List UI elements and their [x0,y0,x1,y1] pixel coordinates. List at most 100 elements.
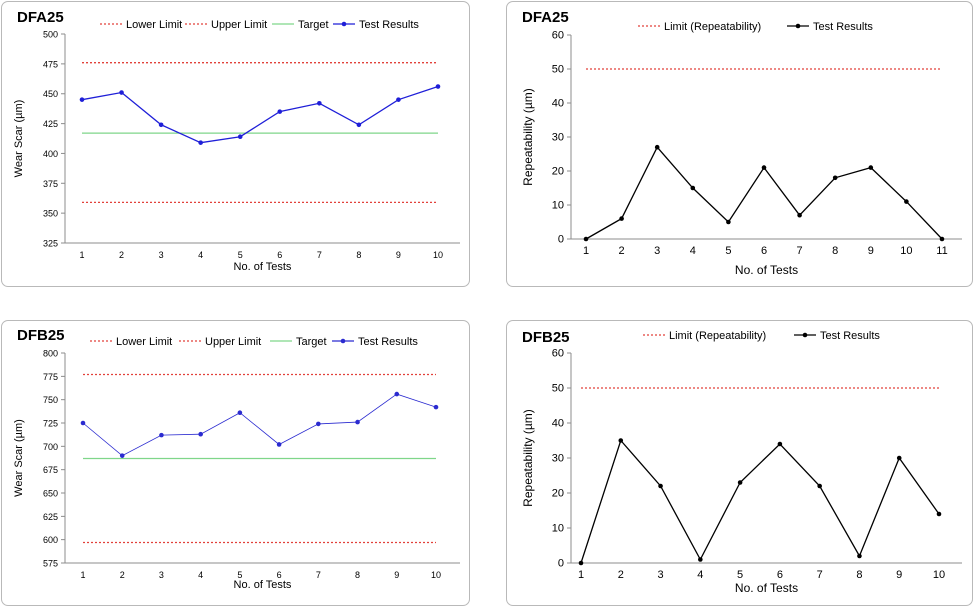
data-point [583,236,589,242]
x-tick-label: 4 [198,250,203,260]
x-tick-label: 10 [431,570,441,580]
data-point [80,420,86,426]
chart-svg: DFB25 575 600 625 650 675 700 725 750 775 800 1 2 3 4 5… [13,327,460,591]
x-tick-label: 2 [618,569,624,581]
data-point [159,432,164,438]
data-point [737,480,743,485]
data-point [79,97,85,102]
data-point [939,236,945,242]
chart-title: DFB25 [522,329,570,346]
data-point [316,421,321,427]
y-tick-label: 30 [552,132,564,144]
legend-label: Limit (Repeatability) [669,330,766,342]
x-tick-label: 6 [277,570,282,580]
y-tick-label: 625 [43,512,58,522]
x-tick-label: 1 [578,569,584,581]
y-tick-label: 775 [43,372,58,382]
y-tick-label: 40 [552,98,564,110]
y-tick-label: 750 [43,395,58,405]
x-tick-label: 3 [654,245,660,257]
y-tick-label: 450 [43,89,58,99]
data-point [761,165,767,170]
data-point [726,219,731,225]
series-line [580,439,940,564]
x-tick-label: 6 [761,245,767,257]
x-tick-label: 7 [817,569,823,581]
data-point [119,90,124,95]
x-axis-label: No. of Tests [735,263,798,277]
chart-svg: DFA25 0 10 20 30 40 50 60 1 2 3 4 5 6 7 8 9 10 11 No. of Te… [521,9,962,277]
x-tick-label: 3 [159,250,164,260]
y-tick-label: 50 [552,64,564,76]
y-tick-label: 0 [558,234,564,246]
y-tick-label: 325 [43,239,58,249]
x-tick-label: 5 [237,570,242,580]
y-tick-label: 10 [552,523,564,535]
y-tick-label: 60 [552,30,564,42]
data-point [832,175,838,181]
legend-label: Test Results [359,19,419,31]
legend-entry: Limit (Repeatability) [643,330,766,342]
x-tick-label: 4 [690,245,696,257]
data-point [857,553,862,559]
data-point [578,560,584,566]
data-point [797,212,802,218]
legend-label: Lower Limit [126,19,182,31]
y-tick-label: 20 [552,488,564,500]
y-tick-label: 400 [43,149,58,159]
x-tick-label: 2 [619,245,625,257]
legend-entry: Lower Limit [100,19,182,31]
data-point [777,441,783,447]
legend-label: Limit (Repeatability) [664,21,761,33]
data-point [355,419,360,425]
data-point [817,483,822,489]
chart-title: DFA25 [522,9,569,26]
x-tick-label: 9 [896,569,902,581]
y-tick-label: 800 [43,349,58,359]
x-tick-label: 10 [433,250,443,260]
x-axis-label: No. of Tests [234,261,292,273]
legend-marker [802,332,808,338]
legend-entry: Target [270,336,327,348]
y-tick-label: 500 [43,30,58,40]
x-tick-label: 5 [725,245,731,257]
legend-entry: Target [272,19,329,31]
chart-title: DFB25 [17,327,65,344]
legend-marker [340,338,346,344]
legend-label: Upper Limit [205,336,261,348]
x-tick-label: 3 [159,570,164,580]
y-tick-label: 650 [43,489,58,499]
y-tick-label: 600 [43,535,58,545]
y-tick-label: 0 [558,558,564,570]
y-axis-label: Repeatability (µm) [521,88,535,186]
legend-entry: Upper Limit [185,19,267,31]
data-point [904,199,909,204]
y-tick-label: 700 [43,442,58,452]
x-tick-label: 9 [394,570,399,580]
series-line [81,85,439,144]
y-tick-label: 725 [43,419,58,429]
x-tick-label: 9 [868,245,874,257]
x-axis-label: No. of Tests [234,579,292,591]
legend-entry: Upper Limit [179,336,261,348]
x-tick-label: 8 [856,569,862,581]
x-tick-label: 6 [277,250,282,260]
x-tick-label: 8 [355,570,360,580]
data-point [658,483,663,489]
x-tick-label: 9 [396,250,401,260]
data-point [394,391,400,397]
chart-svg: DFB25 0 10 20 30 40 50 60 1 2 3 4 5 6 7 8 9 10 No. of Test… [521,329,962,595]
x-tick-label: 1 [583,245,589,257]
x-tick-label: 8 [832,245,838,257]
chart-panel-dfa25-wear: DFA25 325 350 375 400 425 450 475 500 1 2 3 4 5 6 7 8 9 10… [1,1,470,287]
legend-label: Target [296,336,327,348]
y-tick-label: 40 [552,418,564,430]
data-point [237,410,243,416]
y-axis-label: Wear Scar (µm) [13,100,25,178]
chart-panel-dfb25-repeatability: DFB25 0 10 20 30 40 50 60 1 2 3 4 5 6 7 8 9 10 No. of Test… [506,320,973,606]
legend-label: Test Results [813,21,873,33]
x-tick-label: 7 [316,570,321,580]
data-point [896,455,902,461]
data-point [198,431,203,437]
data-point [119,453,125,458]
